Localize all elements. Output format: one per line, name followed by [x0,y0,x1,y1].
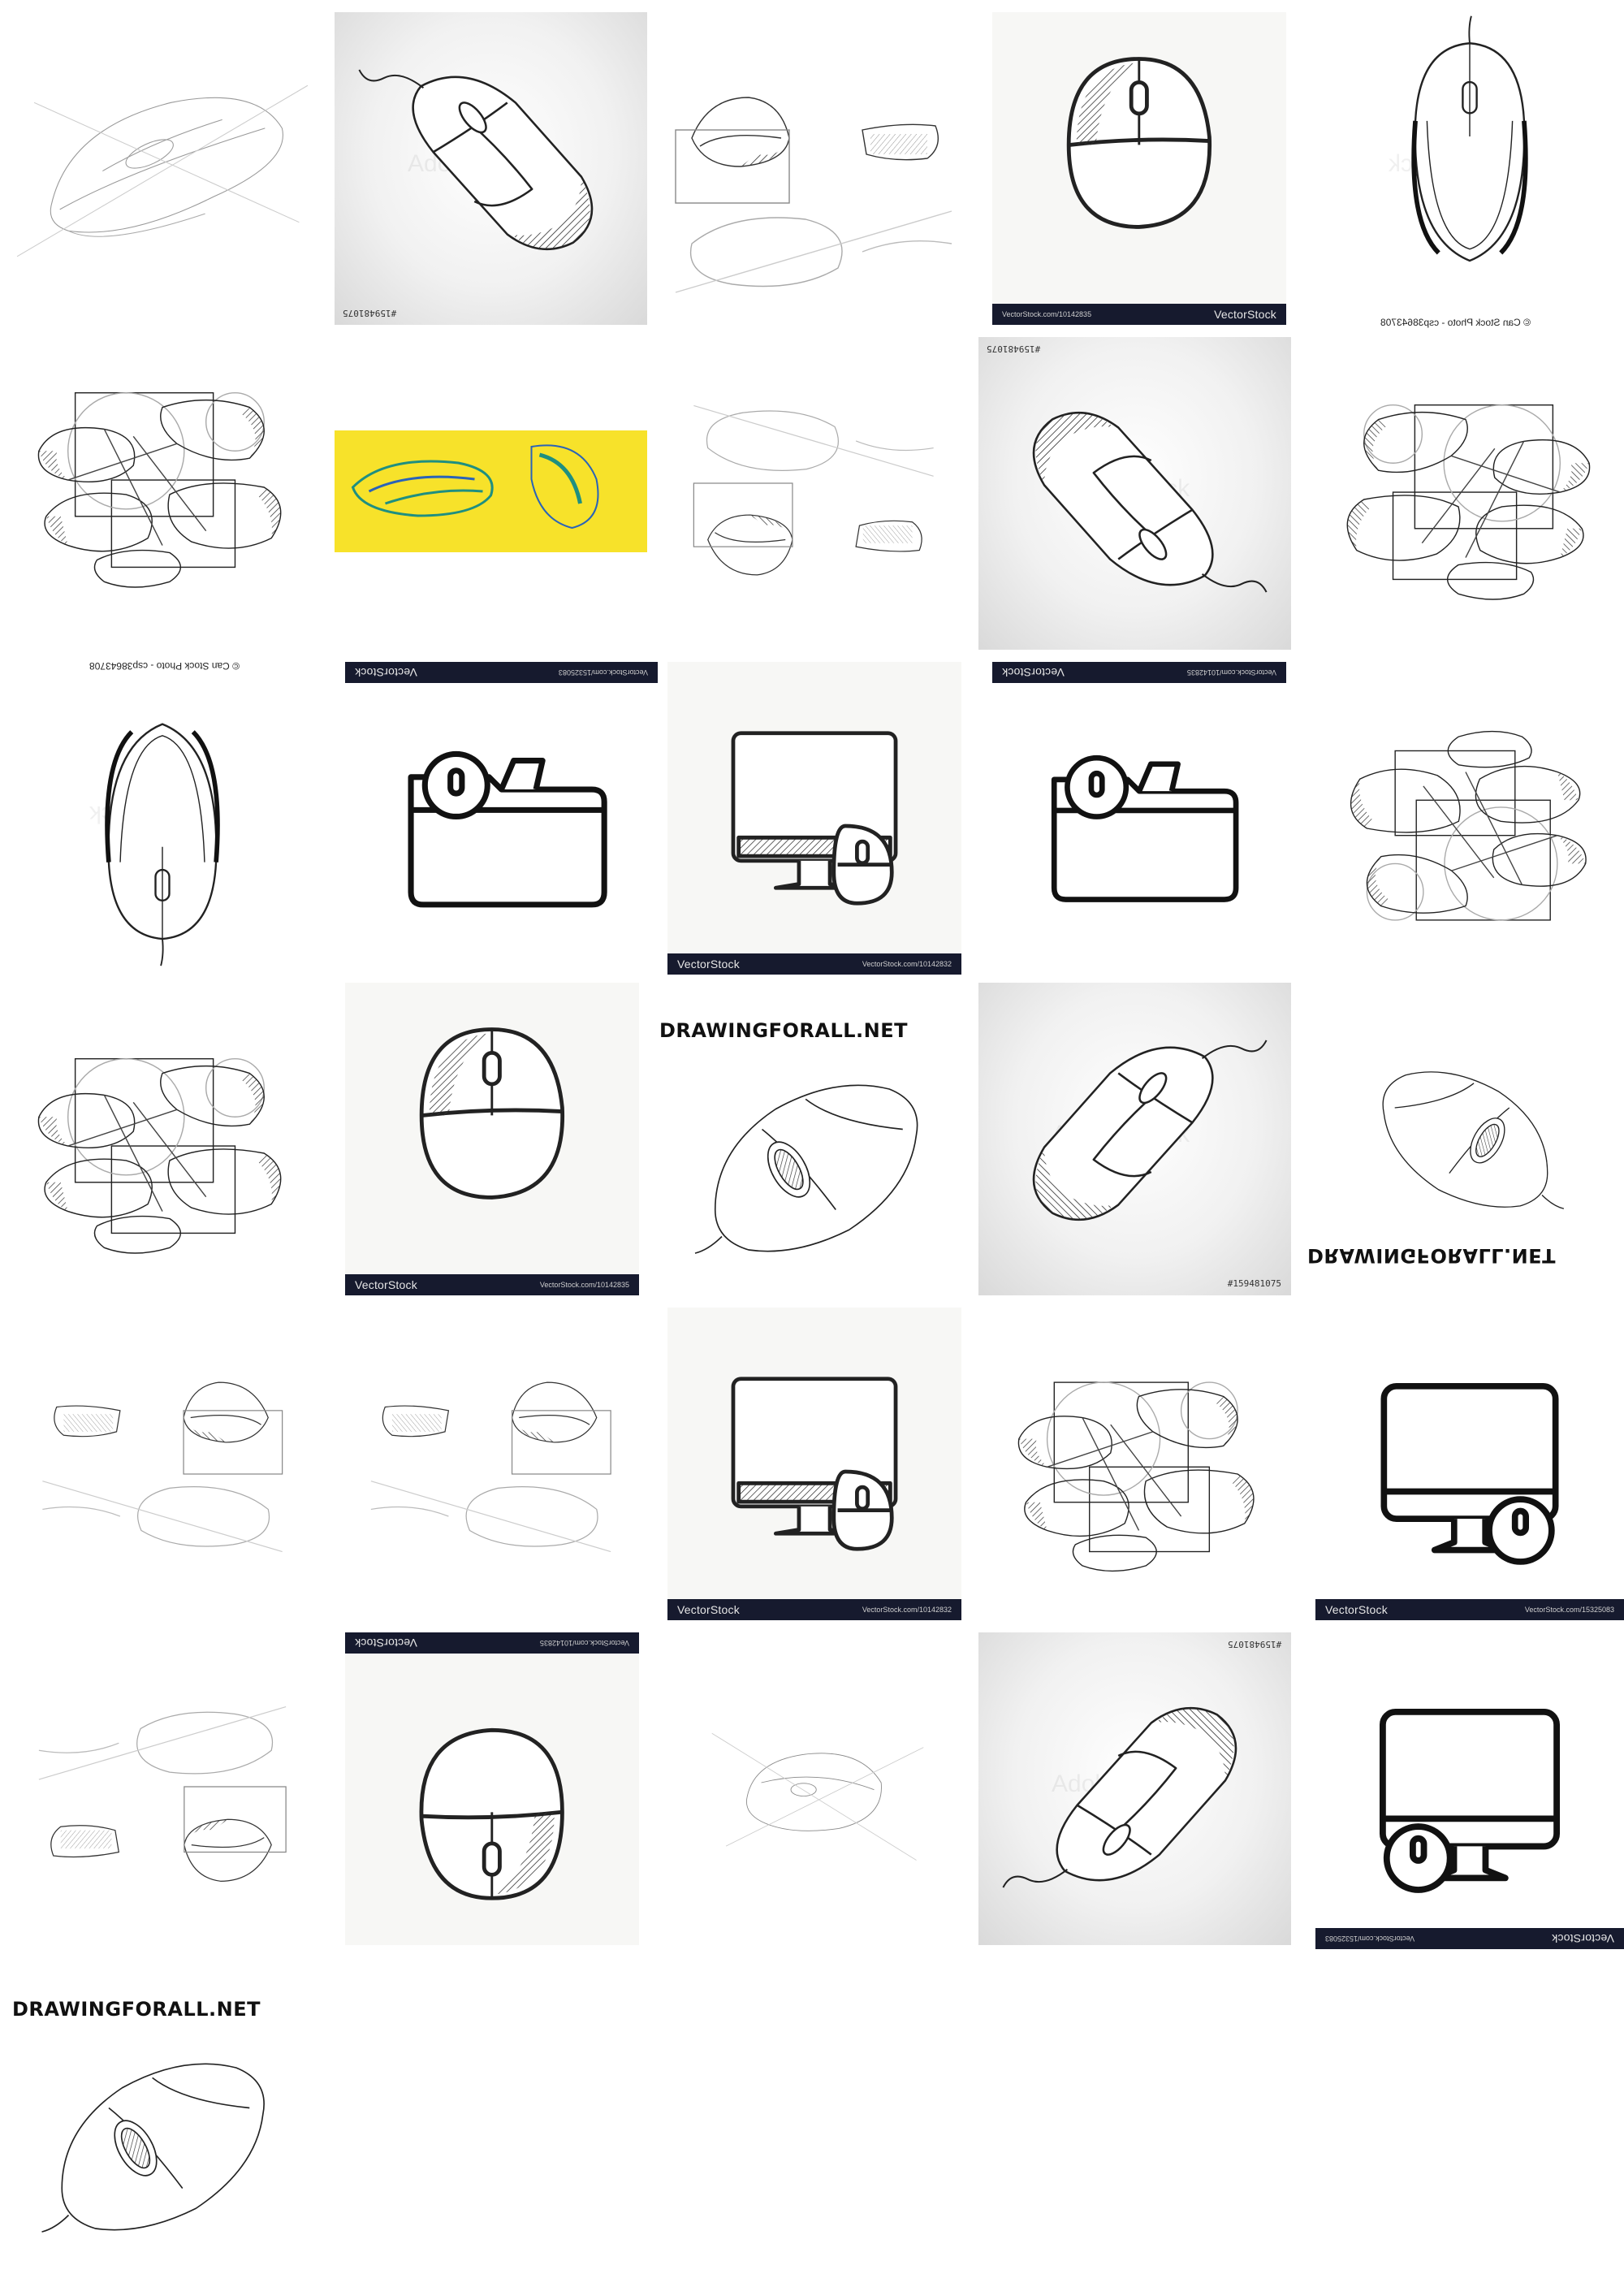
thumb-multi-sketch-3[interactable] [0,1340,325,1608]
monitor-mouse-icon [667,1308,961,1620]
multi-view-sketch-flipped [659,349,968,617]
drawingforall-mouse-mirrored [1307,1031,1624,1239]
oval-mouse-icon-rotated [374,1695,610,1930]
thumb-top-mouse[interactable]: canStock © Can Stock Photo - csp38643708 [1315,12,1624,333]
vectorstock-brand: VectorStock [355,1636,417,1649]
vectorstock-url: VectorStock.com/15325083 [1325,1935,1415,1943]
thumb-yellow-sketch[interactable] [335,430,647,552]
thumb-folder-mouse-2[interactable]: VectorStock.com/10142835 VectorStock [992,662,1286,975]
vectorstock-bar: VectorStock VectorStock.com/10142832 [667,1599,961,1620]
thumb-small-pencil[interactable] [667,1649,968,1917]
vectorstock-brand: VectorStock [1325,1603,1388,1616]
top-view-mouse-rotated [0,678,325,970]
thumb-cluster-2[interactable] [1307,361,1624,638]
monitor-mouse-icon [667,662,961,975]
multi-view-sketch-rotated [0,1649,325,1925]
vectorstock-bar: VectorStock VectorStock.com/15325083 [1315,1599,1624,1620]
thumb-cord-mouse-4[interactable]: #159481075 Adobe Stock [978,1632,1291,1945]
multi-view-sketch [659,49,968,357]
vectorstock-brand: VectorStock [1214,308,1276,321]
pencil-mouse-sketch [0,0,325,325]
thumb-drawingforall-2[interactable]: DRAWINGFORALL.NET [1307,1031,1624,1267]
thumb-multi-sketch-4[interactable] [335,1340,647,1608]
cord-mouse-drawing [335,12,647,325]
monitor-mouse-bold-icon [1315,1649,1624,1949]
thumb-oval-mouse-2[interactable]: VectorStock VectorStock.com/10142835 [345,983,639,1295]
cord-mouse-drawing-rotated [978,337,1291,650]
thumb-top-mouse-flipped[interactable]: © Can Stock Photo - csp38643708 canStock [0,654,325,971]
cord-mouse-drawing-rotated [978,1632,1291,1945]
vectorstock-bar: VectorStock.com/10142835 VectorStock [345,1632,639,1654]
thumb-drawingforall-3[interactable]: DRAWINGFORALL.NET [0,1998,325,2266]
vectorstock-brand: VectorStock [677,1603,740,1616]
vectorstock-url: VectorStock.com/10142835 [539,1281,629,1289]
mouse-cluster-sketch [1307,361,1624,638]
folder-mouse-icon-sketchy [992,662,1286,975]
thumb-folder-mouse[interactable]: VectorStock.com/15325083 VectorStock [345,662,658,975]
vectorstock-bar: VectorStock VectorStock.com/10142835 [345,1274,639,1295]
thumb-cluster-3[interactable] [1307,694,1624,962]
drawingforall-label: DRAWINGFORALL.NET [659,1019,908,1042]
vectorstock-bar: VectorStock.com/10142835 VectorStock [992,304,1286,325]
vectorstock-brand: VectorStock [355,1278,417,1291]
thumb-drawingforall-1[interactable]: DRAWINGFORALL.NET [659,1019,972,1287]
mouse-cluster-sketch [0,1015,325,1291]
vectorstock-brand: VectorStock [677,958,740,971]
thumb-oval-mouse[interactable]: VectorStock.com/10142835 VectorStock [992,12,1286,325]
thumb-monitor-mouse[interactable]: VectorStock VectorStock.com/10142832 [667,662,961,975]
mouse-cluster-sketch [983,1340,1295,1608]
small-pencil-mouse-sketch [667,1649,968,1917]
thumb-monitor-bold[interactable]: VectorStock VectorStock.com/15325083 [1315,1324,1624,1620]
drawingforall-mouse [0,2014,325,2266]
thumb-monitor-mouse-2[interactable]: VectorStock VectorStock.com/10142832 [667,1308,961,1620]
vectorstock-bar: VectorStock VectorStock.com/10142832 [667,953,961,975]
cord-mouse-drawing-mirrored [978,983,1291,1295]
oval-mouse-icon [1021,28,1257,262]
drawingforall-label: DRAWINGFORALL.NET [1307,1244,1556,1267]
oval-mouse-icon [374,998,610,1233]
mouse-cluster-sketch [0,349,325,625]
multi-view-sketch-mirrored [335,1340,647,1608]
canstock-caption: © Can Stock Photo - csp38643708 [1380,317,1531,328]
top-view-mouse [1315,12,1624,307]
image-code: #159481075 [1227,1278,1281,1289]
thumb-pencil-mouse[interactable] [0,0,325,325]
monitor-mouse-bold-icon [1315,1324,1624,1620]
image-code: #159481075 [343,308,397,318]
thumb-multi-sketch-5[interactable] [0,1649,325,1925]
thumb-monitor-bold-2[interactable]: VectorStock VectorStock.com/15325083 [1315,1649,1624,1949]
drawingforall-label: DRAWINGFORALL.NET [12,1998,261,2021]
drawingforall-mouse [659,1035,972,1287]
thumb-cluster-5[interactable] [983,1340,1295,1608]
color-marker-sketch [335,430,647,552]
thumb-cord-mouse[interactable]: Adobe Stock #159481075 [335,12,647,325]
thumb-cluster-1[interactable] [0,349,325,625]
vectorstock-url: VectorStock.com/10142835 [1002,310,1092,318]
thumb-oval-mouse-3[interactable]: VectorStock.com/10142835 VectorStock [345,1632,639,1945]
thumb-cord-mouse-3[interactable]: Adobe Stock #159481075 [978,983,1291,1295]
vectorstock-url: VectorStock.com/15325083 [1524,1606,1614,1614]
thumb-cord-mouse-2[interactable]: #159481075 Adobe Stock [978,337,1291,650]
vectorstock-url: VectorStock.com/10142835 [539,1639,629,1647]
mouse-cluster-sketch [1307,694,1624,962]
thumb-cluster-4[interactable] [0,1015,325,1291]
thumb-multi-sketch[interactable] [659,49,968,357]
vectorstock-url: VectorStock.com/10142832 [862,960,952,968]
thumb-multi-sketch-2[interactable] [659,349,968,617]
vectorstock-url: VectorStock.com/10142832 [862,1606,952,1614]
canstock-caption: © Can Stock Photo - csp38643708 [89,660,240,672]
multi-view-sketch-mirrored [0,1340,325,1608]
vectorstock-brand: VectorStock [1552,1932,1614,1945]
folder-mouse-icon [345,662,658,975]
vectorstock-bar: VectorStock VectorStock.com/15325083 [1315,1928,1624,1949]
